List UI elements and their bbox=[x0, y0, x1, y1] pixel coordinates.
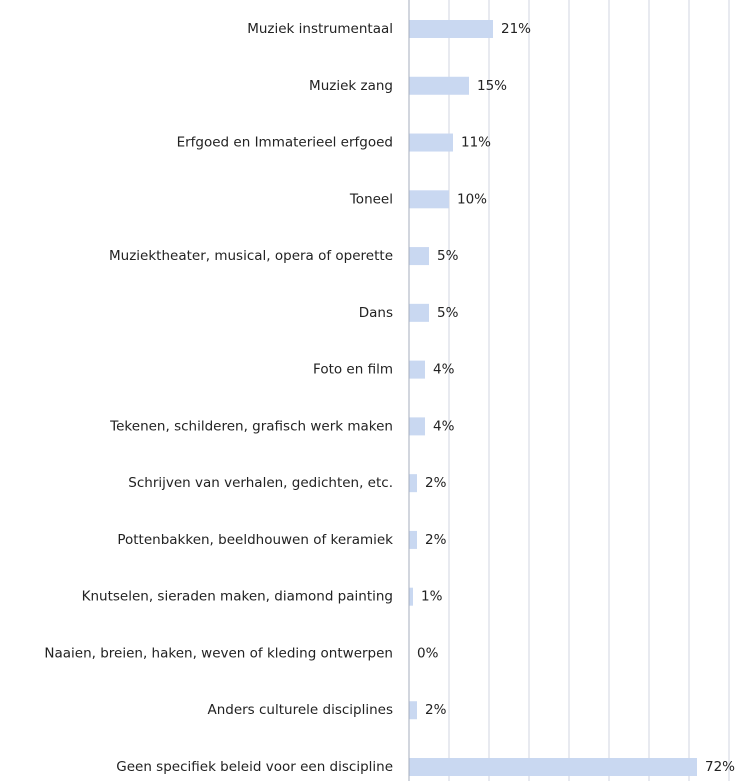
bar bbox=[409, 758, 697, 776]
value-label: 2% bbox=[425, 532, 447, 548]
category-label: Anders culturele disciplines bbox=[207, 702, 393, 718]
value-label: 15% bbox=[477, 78, 507, 94]
category-label: Knutselen, sieraden maken, diamond paint… bbox=[82, 589, 393, 605]
category-label: Pottenbakken, beeldhouwen of keramiek bbox=[117, 532, 393, 548]
category-label: Toneel bbox=[349, 191, 393, 207]
value-label: 10% bbox=[457, 191, 487, 207]
value-label: 2% bbox=[425, 475, 447, 491]
value-label: 72% bbox=[705, 759, 735, 775]
value-label: 21% bbox=[501, 21, 531, 37]
value-label: 4% bbox=[433, 418, 455, 434]
value-label: 1% bbox=[421, 589, 443, 605]
category-label: Geen specifiek beleid voor een disciplin… bbox=[116, 759, 393, 775]
bar bbox=[409, 133, 453, 152]
value-label: 11% bbox=[461, 135, 491, 151]
category-label: Muziek instrumentaal bbox=[247, 21, 393, 37]
category-label: Muziek zang bbox=[309, 78, 393, 94]
bar bbox=[409, 530, 417, 549]
bar bbox=[409, 190, 449, 209]
bar bbox=[409, 247, 429, 266]
bar bbox=[409, 303, 429, 322]
value-label: 4% bbox=[433, 362, 455, 378]
bar bbox=[409, 20, 493, 38]
category-label: Dans bbox=[359, 305, 393, 321]
value-label: 0% bbox=[417, 645, 439, 661]
category-label: Foto en film bbox=[313, 362, 393, 378]
bar bbox=[409, 587, 413, 606]
bar bbox=[409, 360, 425, 379]
bar bbox=[409, 417, 425, 436]
bar bbox=[409, 701, 417, 720]
category-label: Schrijven van verhalen, gedichten, etc. bbox=[128, 475, 393, 491]
bar bbox=[409, 76, 469, 95]
value-label: 2% bbox=[425, 702, 447, 718]
category-label: Muziektheater, musical, opera of operett… bbox=[109, 248, 393, 264]
value-label: 5% bbox=[437, 248, 459, 264]
value-label: 5% bbox=[437, 305, 459, 321]
bar bbox=[409, 474, 417, 493]
category-label: Naaien, breien, haken, weven of kleding … bbox=[44, 645, 393, 661]
category-label: Tekenen, schilderen, grafisch werk maken bbox=[109, 418, 393, 434]
category-label: Erfgoed en Immaterieel erfgoed bbox=[177, 135, 393, 151]
